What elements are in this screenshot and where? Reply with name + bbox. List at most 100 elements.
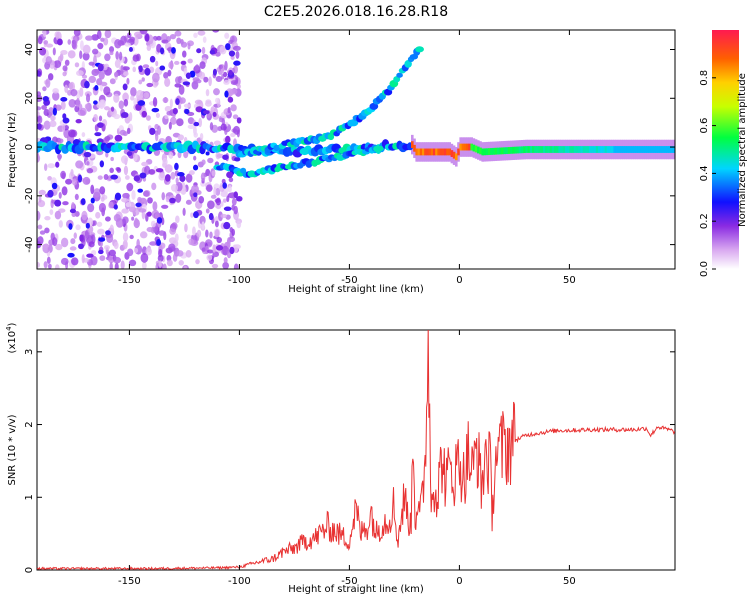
spectrogram-speckle [90, 184, 95, 195]
carrier-core-cell [512, 146, 515, 154]
spectrogram-speckle [54, 264, 60, 269]
spectrogram-speckle [114, 39, 122, 49]
spectrogram-speckle [161, 39, 169, 44]
spectrogram-speckle [233, 263, 239, 269]
spectrogram-speckle [195, 259, 200, 265]
spectrogram-speckle [131, 216, 135, 221]
carrier-core-cell [540, 146, 544, 153]
spectrogram-speckle [56, 38, 63, 46]
spectrogram-speckle [185, 72, 192, 79]
scale-factor-exponent: 4 [5, 326, 13, 331]
spectrogram-speckle [86, 161, 90, 166]
spectrogram-speckle [183, 103, 191, 108]
spectrogram-speckle [146, 227, 154, 233]
spectrogram-speckle [146, 44, 152, 51]
spectrogram-speckle [137, 188, 144, 193]
spectrogram-speckle [145, 247, 152, 256]
spectrogram-speckle [105, 230, 111, 236]
spectrogram-speckle [222, 198, 227, 203]
spectrogram-speckle [98, 71, 105, 80]
top-y-tick-label: 40 [24, 43, 35, 56]
spectrogram-speckle [230, 80, 238, 86]
spectrogram-speckle [220, 213, 228, 219]
spectrogram-speckle [53, 60, 62, 69]
spectrogram-speckle [60, 170, 67, 179]
carrier-core-cell [646, 146, 649, 153]
carrier-core-cell [452, 151, 456, 159]
spectrogram-speckle [98, 115, 103, 122]
spectrogram-speckle [97, 63, 104, 72]
spectrogram-speckle [64, 84, 69, 94]
carrier-core-cell [580, 146, 583, 153]
spectrogram-speckle [222, 154, 229, 160]
carrier-core-cell [602, 146, 605, 153]
carrier-core-cell [503, 147, 506, 155]
spectrogram-speckle [194, 99, 203, 105]
spectrogram-panel: -150 -100 -50 0 50 -40 -20 0 20 40 Height of str… [7, 29, 676, 295]
spectrogram-speckle [52, 107, 57, 116]
carrier-core-cell [571, 146, 575, 153]
spectrogram-speckle [61, 124, 66, 133]
carrier-core-cell [437, 148, 440, 156]
spectrogram-speckle [220, 123, 227, 131]
carrier-core-cell [534, 146, 537, 153]
spectrogram-speckle [37, 115, 43, 124]
top-x-ticks: -150 -100 -50 0 50 [118, 30, 576, 286]
carrier-core-cell [499, 147, 502, 155]
spectrogram-speckle [161, 192, 166, 201]
spectrogram-speckle [219, 45, 227, 55]
spectrogram-speckle [215, 75, 223, 82]
spectrogram-speckle [161, 217, 165, 226]
carrier-core-cell [430, 148, 434, 156]
spectrogram-speckle [212, 68, 217, 76]
spectrogram-speckle [168, 151, 174, 159]
carrier-core-cell [545, 146, 548, 153]
spectrogram-speckle [51, 182, 58, 190]
carrier-core-cell [633, 146, 636, 153]
spectrogram-speckle [154, 131, 159, 142]
top-x-tick-label: -150 [118, 275, 141, 286]
carrier-core-cell [422, 148, 425, 156]
spectrogram-speckle [142, 190, 150, 197]
carrier-core-cell [510, 146, 513, 154]
spectrogram-speckle [193, 192, 198, 198]
spectrogram-speckle [198, 196, 205, 204]
spectrogram-speckle [133, 31, 142, 38]
spectrogram-speckle [96, 221, 103, 227]
carrier-core-cell [576, 146, 579, 153]
spectrogram-speckle [176, 250, 184, 257]
spectrogram-speckle [147, 197, 153, 204]
spectrogram-speckle [206, 249, 214, 254]
carrier-core-cell [587, 146, 590, 153]
spectrogram-speckle [85, 35, 93, 41]
spectrogram-speckle [177, 134, 185, 141]
spectrogram-speckle [168, 121, 172, 130]
spectrogram-speckle [37, 262, 41, 268]
spectrogram-speckle [128, 111, 133, 122]
spectrogram-speckle [216, 237, 223, 244]
spectrogram-speckle [163, 72, 169, 79]
spectrogram-speckle [205, 151, 210, 156]
spectrogram-speckle [45, 43, 54, 48]
spectrogram-speckle [120, 155, 129, 164]
carrier-core-cell [472, 144, 476, 152]
carrier-core-cell [532, 146, 535, 153]
spectrogram-speckle [52, 237, 58, 247]
spectrogram-speckle [81, 254, 85, 264]
spectrogram-speckle [201, 221, 205, 230]
spectrogram-speckle [37, 110, 40, 117]
carrier-core-cell [444, 148, 447, 156]
spectrogram-speckle [174, 83, 182, 88]
spectrogram-speckle [99, 160, 105, 168]
spectrogram-speckle [203, 76, 209, 83]
spectrogram-speckle [233, 60, 241, 66]
spectrogram-speckle [228, 177, 234, 183]
spectrogram-speckle [237, 84, 241, 89]
carrier-core-cell [637, 146, 641, 153]
carrier-core-cell [628, 146, 632, 153]
spectrogram-speckle [87, 203, 95, 213]
spectrogram-speckle [236, 220, 242, 229]
bottom-x-tick-label: -100 [228, 576, 251, 587]
spectrogram-speckle [222, 261, 230, 269]
spectrogram-speckle [141, 110, 147, 118]
